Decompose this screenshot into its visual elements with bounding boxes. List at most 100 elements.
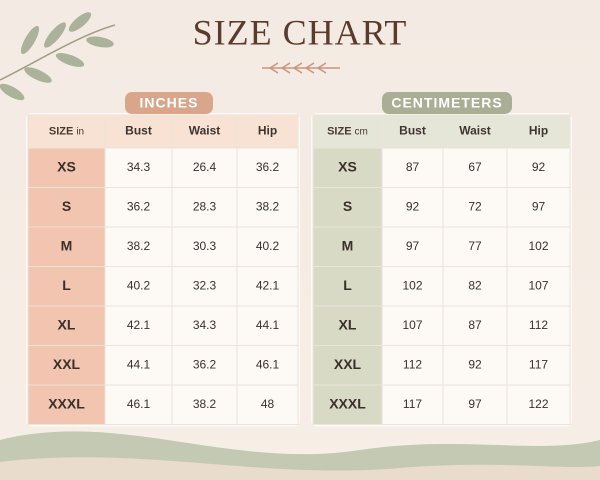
column-header: Waist: [189, 124, 221, 138]
data-cell: [236, 384, 299, 425]
ornament: [262, 62, 340, 74]
measurement: 122: [528, 397, 548, 411]
header-cell: [236, 114, 299, 149]
data-cell: [104, 305, 173, 346]
data-cell: [506, 384, 571, 425]
data-cell: [381, 266, 444, 307]
data-cell: [171, 345, 238, 386]
data-cell: [236, 187, 299, 228]
measurement: 26.4: [193, 160, 217, 174]
data-cell: [506, 345, 571, 386]
size-cell: [312, 187, 383, 228]
data-cell: [104, 384, 173, 425]
measurement: 87: [468, 318, 482, 332]
size-table: CENTIMETERS SIZE cm Bust Waist Hip XS 87 67 92 S 92…: [311, 92, 572, 427]
data-cell: [104, 187, 173, 228]
data-cell: [506, 147, 571, 188]
measurement: 97: [406, 239, 420, 253]
measurement: 40.2: [256, 239, 280, 253]
measurement: 40.2: [127, 278, 151, 292]
data-cell: [171, 305, 238, 346]
column-header: Hip: [529, 124, 548, 138]
unit-tab: [382, 92, 512, 114]
measurement: 32.3: [193, 278, 217, 292]
measurement: 67: [468, 160, 482, 174]
data-cell: [381, 147, 444, 188]
size-cell: [27, 147, 106, 188]
data-cell: [381, 345, 444, 386]
size-label: XXXL: [48, 395, 85, 411]
size-table: INCHES SIZE in Bust Waist Hip XS 34.3 26.4 36.2 S 3…: [26, 92, 300, 427]
measurement: 102: [528, 239, 548, 253]
size-cell: [27, 305, 106, 346]
measurement: 97: [532, 199, 546, 213]
header-cell: [312, 114, 383, 149]
size-cell: [312, 305, 383, 346]
size-label: S: [343, 198, 352, 214]
measurement: 36.2: [127, 199, 151, 213]
measurement: 87: [406, 160, 420, 174]
measurement: 36.2: [256, 160, 280, 174]
size-label: XL: [58, 316, 76, 332]
size-label: S: [62, 198, 71, 214]
measurement: 46.1: [127, 397, 151, 411]
measurement: 82: [468, 278, 482, 292]
title: SIZE CHART: [193, 12, 408, 52]
size-header: SIZE cm: [327, 125, 368, 137]
size-label: L: [62, 277, 71, 293]
measurement: 92: [532, 160, 546, 174]
measurement: 92: [406, 199, 420, 213]
size-label: M: [342, 237, 354, 253]
data-cell: [506, 187, 571, 228]
measurement: 44.1: [256, 318, 280, 332]
measurement: 30.3: [193, 239, 217, 253]
measurement: 38.2: [127, 239, 151, 253]
measurement: 28.3: [193, 199, 217, 213]
data-cell: [442, 345, 508, 386]
data-cell: [442, 226, 508, 267]
data-cell: [381, 305, 444, 346]
size-header-text: SIZE: [49, 125, 73, 137]
measurement: 117: [529, 357, 548, 371]
unit-text: cm: [355, 126, 368, 137]
size-cell: [312, 226, 383, 267]
column-header: Bust: [399, 124, 426, 138]
data-cell: [104, 226, 173, 267]
size-cell: [27, 345, 106, 386]
data-cell: [236, 305, 299, 346]
data-cell: [381, 384, 444, 425]
size-label: XS: [338, 158, 357, 174]
size-cell: [312, 345, 383, 386]
data-cell: [171, 226, 238, 267]
size-label: XS: [57, 158, 76, 174]
size-header: SIZE in: [49, 125, 84, 137]
size-header-text: SIZE: [327, 125, 351, 137]
data-cell: [442, 147, 508, 188]
measurement: 102: [402, 278, 422, 292]
size-label: XXXL: [329, 395, 366, 411]
data-cell: [236, 147, 299, 188]
data-cell: [442, 305, 508, 346]
data-cell: [171, 147, 238, 188]
size-label: XL: [339, 316, 357, 332]
size-label: XXL: [53, 356, 81, 372]
header-cell: [381, 114, 444, 149]
measurement: 34.3: [127, 160, 151, 174]
measurement: 117: [403, 397, 422, 411]
measurement: 46.1: [256, 357, 280, 371]
unit-text: in: [76, 126, 84, 137]
measurement: 112: [529, 318, 548, 332]
data-cell: [442, 266, 508, 307]
data-cell: [442, 384, 508, 425]
column-header: Hip: [258, 124, 277, 138]
measurement: 107: [402, 318, 422, 332]
leaves: [0, 12, 116, 101]
measurement: 112: [403, 357, 422, 371]
measurement: 42.1: [127, 318, 151, 332]
measurement: 36.2: [193, 357, 217, 371]
measurement: 44.1: [127, 357, 151, 371]
data-cell: [236, 266, 299, 307]
measurement: 107: [528, 278, 548, 292]
bottom-wave-light: [0, 457, 600, 480]
